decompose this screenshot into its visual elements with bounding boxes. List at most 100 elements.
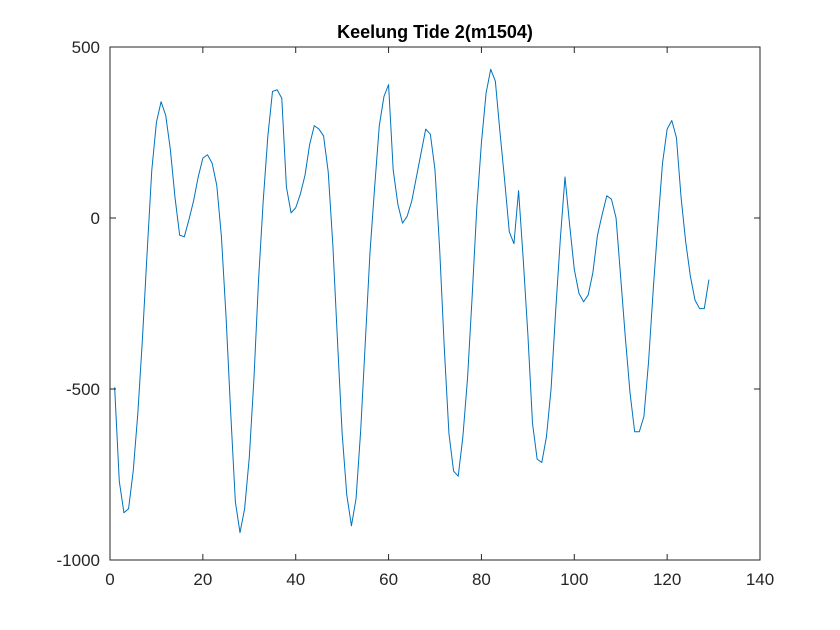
data-point [639, 431, 640, 432]
data-point [212, 163, 213, 164]
data-point [643, 416, 644, 417]
data-point [439, 248, 440, 249]
data-point [342, 433, 343, 434]
data-point [467, 378, 468, 379]
data-point [244, 508, 245, 509]
series-layer [114, 68, 710, 534]
data-point [546, 436, 547, 437]
y-tick-label: 0 [91, 209, 100, 228]
data-point [704, 308, 705, 309]
x-tick-label: 80 [472, 570, 491, 589]
data-point [267, 135, 268, 136]
data-point [425, 129, 426, 130]
data-point [611, 199, 612, 200]
data-point [565, 176, 566, 177]
data-point [453, 471, 454, 472]
data-point [551, 389, 552, 390]
data-point [128, 508, 129, 509]
y-tick-label: -500 [66, 380, 100, 399]
data-point [198, 176, 199, 177]
data-point [444, 347, 445, 348]
data-point [253, 378, 254, 379]
data-point [397, 204, 398, 205]
data-point [346, 495, 347, 496]
data-point [226, 317, 227, 318]
data-point [606, 195, 607, 196]
data-point [681, 197, 682, 198]
data-point [216, 185, 217, 186]
data-point [620, 277, 621, 278]
data-point [193, 200, 194, 201]
data-point [667, 129, 668, 130]
data-point [523, 259, 524, 260]
data-point [560, 238, 561, 239]
data-point [188, 219, 189, 220]
data-point [374, 187, 375, 188]
data-point [513, 243, 514, 244]
data-point [291, 212, 292, 213]
data-point [305, 175, 306, 176]
data-point [481, 142, 482, 143]
data-point [472, 296, 473, 297]
data-point [500, 132, 501, 133]
y-axis: -1000 -500 0 500 [57, 38, 760, 570]
data-point [263, 200, 264, 201]
data-point [370, 252, 371, 253]
data-point [281, 98, 282, 99]
plot-area [109, 46, 761, 561]
data-point [388, 84, 389, 85]
data-point [328, 171, 329, 172]
data-point [541, 462, 542, 463]
data-point [147, 252, 148, 253]
chart-title: Keelung Tide 2(m1504) [337, 22, 533, 42]
data-point [393, 170, 394, 171]
data-point [151, 170, 152, 171]
data-point [142, 337, 143, 338]
data-point [555, 310, 556, 311]
data-point [676, 137, 677, 138]
x-tick-label: 120 [653, 570, 681, 589]
series-line [114, 68, 710, 534]
data-point [337, 341, 338, 342]
data-point [123, 512, 124, 513]
data-point [416, 176, 417, 177]
data-point [179, 235, 180, 236]
data-point [518, 190, 519, 191]
data-point [133, 471, 134, 472]
data-point [318, 129, 319, 130]
data-point [634, 431, 635, 432]
x-tick-label: 40 [286, 570, 305, 589]
data-point [170, 149, 171, 150]
data-point [295, 207, 296, 208]
data-point [532, 423, 533, 424]
data-point [365, 341, 366, 342]
data-point [156, 122, 157, 123]
data-point [583, 301, 584, 302]
data-point [272, 91, 273, 92]
data-point [383, 96, 384, 97]
data-point [462, 436, 463, 437]
data-point [402, 223, 403, 224]
data-point [695, 300, 696, 301]
y-tick-label: -1000 [57, 551, 100, 570]
data-point [249, 457, 250, 458]
data-point [277, 89, 278, 90]
data-point [202, 158, 203, 159]
data-point [490, 69, 491, 70]
x-tick-label: 60 [379, 570, 398, 589]
data-point [504, 180, 505, 181]
data-point [286, 187, 287, 188]
x-tick-label: 140 [746, 570, 774, 589]
data-point [300, 194, 301, 195]
data-point [221, 236, 222, 237]
data-point [314, 125, 315, 126]
data-point [657, 224, 658, 225]
data-point [240, 532, 241, 533]
data-point [574, 269, 575, 270]
data-point [486, 93, 487, 94]
x-tick-label: 0 [105, 570, 114, 589]
data-point [476, 207, 477, 208]
data-point [648, 361, 649, 362]
data-point [235, 501, 236, 502]
data-point [119, 481, 120, 482]
